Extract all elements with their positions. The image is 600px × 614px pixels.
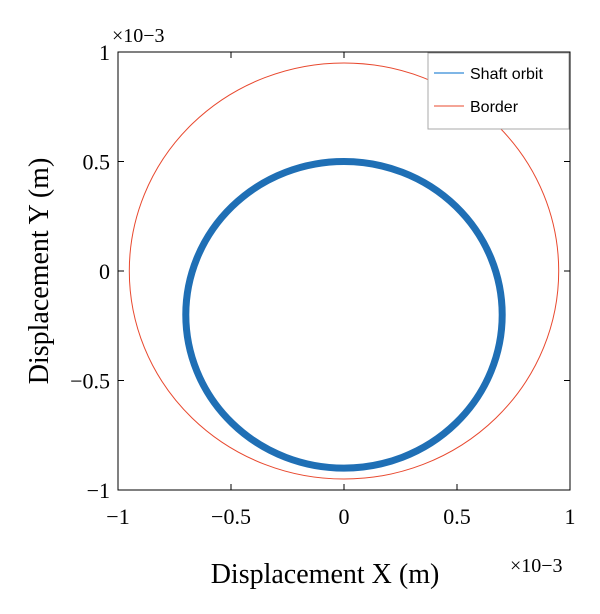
border-curve <box>128 62 560 480</box>
shaft-orbit-curve <box>182 157 506 472</box>
y-tick-label: −0.5 <box>70 369 110 394</box>
x-tick-label: 1 <box>565 504 576 529</box>
y-axis-title: Displacement Y (m) <box>24 158 55 385</box>
y-tick-label: 0 <box>99 259 110 284</box>
y-tick-label: 0.5 <box>83 150 111 175</box>
x-axis-title: Displacement X (m) <box>211 559 440 590</box>
x-tick-label: −1 <box>106 504 129 529</box>
x-tick-label: 0.5 <box>443 504 471 529</box>
x-tick-label: −0.5 <box>211 504 251 529</box>
x-tick-label: 0 <box>339 504 350 529</box>
legend: Shaft orbit Border <box>427 52 570 130</box>
y-tick-label: −1 <box>87 478 110 503</box>
x-multiplier-label: ×10−3 <box>510 555 563 577</box>
legend-box <box>427 52 570 130</box>
x-axis-ticks: −1 −0.5 0 0.5 1 <box>106 52 576 529</box>
curves-group <box>128 62 560 480</box>
y-tick-label: 1 <box>99 40 110 65</box>
legend-label-shaft-orbit: Shaft orbit <box>470 66 543 83</box>
legend-label-border: Border <box>470 99 519 116</box>
y-multiplier-label: ×10−3 <box>112 25 165 47</box>
y-axis-ticks: −1 −0.5 0 0.5 1 <box>70 40 570 503</box>
